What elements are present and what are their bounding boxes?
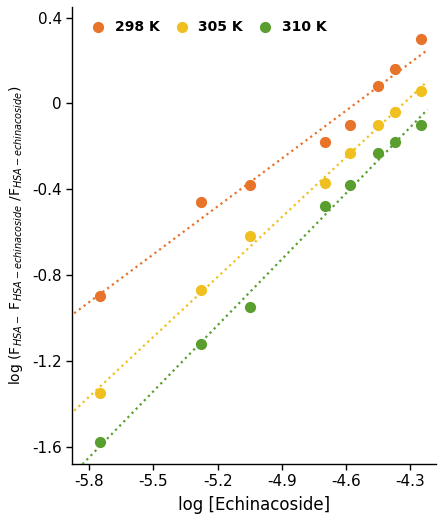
Y-axis label: log (F$_{HSA-}$ F$_{HSA-echinacoside}$ /F$_{HSA-echinacoside}$): log (F$_{HSA-}$ F$_{HSA-echinacoside}$ /… bbox=[7, 85, 25, 385]
Point bbox=[375, 82, 382, 91]
Point bbox=[96, 292, 103, 301]
X-axis label: log [Echinacoside]: log [Echinacoside] bbox=[178, 496, 330, 514]
Point bbox=[417, 35, 424, 43]
Point bbox=[375, 121, 382, 129]
Point bbox=[246, 232, 253, 241]
Point bbox=[246, 181, 253, 189]
Point bbox=[321, 202, 328, 210]
Point bbox=[347, 121, 354, 129]
Point bbox=[347, 148, 354, 157]
Point bbox=[197, 340, 204, 348]
Point bbox=[197, 198, 204, 206]
Point bbox=[321, 138, 328, 146]
Point bbox=[96, 389, 103, 397]
Point bbox=[375, 148, 382, 157]
Legend: 298 K, 305 K, 310 K: 298 K, 305 K, 310 K bbox=[83, 18, 328, 35]
Point bbox=[417, 121, 424, 129]
Point bbox=[197, 286, 204, 294]
Point bbox=[392, 138, 399, 146]
Point bbox=[392, 65, 399, 73]
Point bbox=[96, 438, 103, 446]
Point bbox=[321, 179, 328, 187]
Point bbox=[417, 86, 424, 95]
Point bbox=[246, 303, 253, 312]
Point bbox=[347, 181, 354, 189]
Point bbox=[392, 108, 399, 116]
